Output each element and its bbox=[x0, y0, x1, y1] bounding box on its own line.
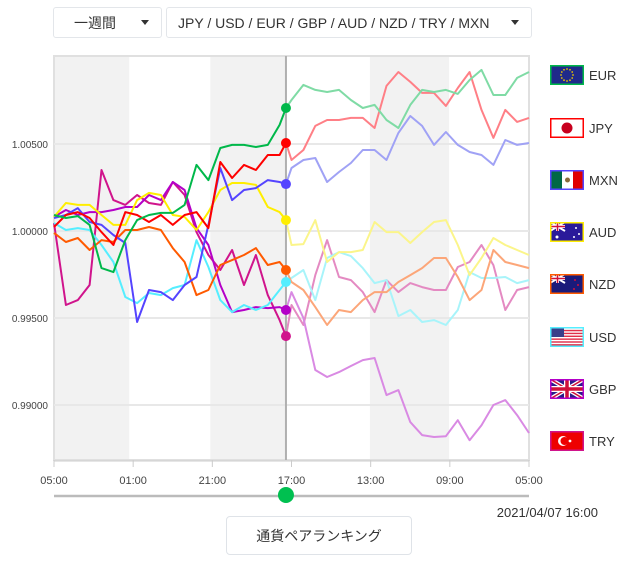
series-line-jpy bbox=[53, 142, 286, 246]
x-tick-label: 01:00 bbox=[119, 475, 147, 487]
cursor-marker-aud bbox=[280, 215, 291, 226]
legend-item-nzd[interactable]: NZD bbox=[550, 274, 616, 294]
series-line-eur bbox=[53, 106, 286, 274]
nz-flag-icon bbox=[550, 274, 584, 294]
legend-label: MXN bbox=[589, 172, 618, 188]
chevron-down-icon bbox=[511, 20, 519, 25]
legend-label: NZD bbox=[589, 276, 616, 292]
cursor-marker-jpy bbox=[280, 137, 291, 148]
currency-select[interactable]: JPY / USD / EUR / GBP / AUD / NZD / TRY … bbox=[166, 7, 532, 38]
legend-label: EUR bbox=[589, 67, 617, 83]
series-line-nzd bbox=[53, 226, 286, 297]
legend-item-eur[interactable]: EUR bbox=[550, 65, 616, 85]
jp-flag-icon bbox=[550, 118, 584, 138]
x-tick-label: 09:00 bbox=[436, 475, 464, 487]
series-line-gbp-after bbox=[285, 291, 530, 442]
chevron-down-icon bbox=[141, 20, 149, 25]
legend-label: AUD bbox=[589, 224, 617, 240]
legend-label: TRY bbox=[589, 433, 615, 449]
legend-item-jpy[interactable]: JPY bbox=[550, 118, 613, 138]
cursor-marker-try bbox=[280, 331, 291, 342]
y-tick-label: 0.99500 bbox=[12, 314, 49, 325]
legend-item-usd[interactable]: USD bbox=[550, 327, 616, 347]
eu-flag-icon bbox=[550, 65, 584, 85]
series-line-jpy-after bbox=[285, 71, 530, 161]
legend-label: USD bbox=[589, 329, 617, 345]
series-line-mxn bbox=[53, 167, 286, 323]
mx-flag-icon bbox=[550, 170, 584, 190]
x-tick-label: 05:00 bbox=[515, 475, 543, 487]
strength-line-chart[interactable]: 1.00500 1.00000 0.99500 0.99000 05:00 01:00 21… bbox=[0, 0, 630, 510]
time-slider-handle[interactable] bbox=[277, 487, 294, 503]
au-flag-icon bbox=[550, 222, 584, 242]
cursor-marker-usd bbox=[280, 277, 291, 288]
legend-item-aud[interactable]: AUD bbox=[550, 222, 616, 242]
gb-flag-icon bbox=[550, 379, 584, 399]
currency-select-value: JPY / USD / EUR / GBP / AUD / NZD / TRY … bbox=[178, 14, 490, 31]
series-line-aud-after bbox=[285, 218, 530, 277]
series-line-nzd-after bbox=[285, 249, 530, 326]
x-tick-label: 05:00 bbox=[40, 475, 68, 487]
shaded-band bbox=[210, 56, 286, 460]
legend-label: JPY bbox=[589, 120, 613, 136]
cursor-marker-gbp bbox=[280, 305, 291, 316]
period-select-value: 一週間 bbox=[74, 14, 116, 31]
legend-label: GBP bbox=[589, 381, 617, 397]
series-line-try-after bbox=[285, 239, 530, 338]
tr-flag-icon bbox=[550, 431, 584, 451]
cursor-marker-eur bbox=[280, 103, 291, 114]
cursor-timestamp: 2021/04/07 16:00 bbox=[496, 505, 598, 520]
x-tick-label: 13:00 bbox=[357, 475, 385, 487]
legend-item-gbp[interactable]: GBP bbox=[550, 379, 616, 399]
series-line-gbp bbox=[53, 181, 286, 314]
us-flag-icon bbox=[550, 327, 584, 347]
y-tick-label: 1.00500 bbox=[12, 140, 49, 151]
y-tick-label: 1.00000 bbox=[12, 227, 49, 238]
legend-item-mxn[interactable]: MXN bbox=[550, 170, 618, 190]
series-line-aud bbox=[53, 182, 286, 231]
series-line-mxn-after bbox=[285, 115, 530, 186]
cursor-marker-nzd bbox=[280, 265, 291, 276]
period-select[interactable]: 一週間 bbox=[53, 7, 162, 38]
series-line-try bbox=[53, 169, 286, 338]
legend-item-try[interactable]: TRY bbox=[550, 431, 615, 451]
cursor-marker-mxn bbox=[280, 179, 291, 190]
y-tick-label: 0.99000 bbox=[12, 401, 49, 412]
x-tick-label: 21:00 bbox=[199, 475, 227, 487]
x-tick-label: 17:00 bbox=[278, 475, 306, 487]
pair-ranking-button[interactable]: 通貨ペアランキング bbox=[226, 516, 412, 555]
